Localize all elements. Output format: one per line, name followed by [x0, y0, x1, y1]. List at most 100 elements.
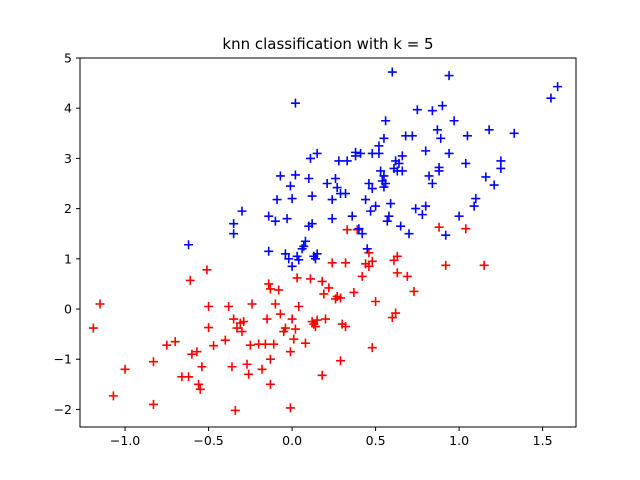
data-point-red — [270, 299, 280, 309]
data-point-red — [392, 251, 402, 261]
data-point-blue — [553, 82, 563, 92]
data-point-red — [148, 399, 158, 409]
data-point-red — [441, 260, 451, 270]
data-point-blue — [310, 254, 320, 264]
data-point-blue — [421, 201, 431, 211]
y-tick-label: −2 — [54, 402, 72, 417]
data-point-blue — [287, 261, 297, 271]
data-point-red — [224, 302, 234, 312]
y-tick-label: 0 — [64, 302, 72, 317]
x-tick-label: 1.0 — [449, 433, 469, 448]
data-point-red — [170, 337, 180, 347]
data-point-red — [274, 285, 284, 295]
data-point-blue — [327, 214, 337, 224]
data-point-red — [290, 324, 300, 334]
data-point-red — [367, 256, 377, 266]
data-point-red — [88, 323, 98, 333]
data-point-blue — [341, 189, 351, 199]
data-point-blue — [272, 195, 282, 205]
data-point-blue — [312, 148, 322, 158]
data-point-red — [269, 339, 279, 349]
data-point-blue — [229, 229, 239, 239]
data-point-blue — [444, 148, 454, 158]
data-point-blue — [454, 211, 464, 221]
data-point-blue — [374, 141, 384, 151]
data-point-blue — [275, 171, 285, 181]
data-point-red — [324, 283, 334, 293]
data-point-red — [229, 314, 239, 324]
data-point-blue — [307, 219, 317, 229]
data-point-blue — [312, 249, 322, 259]
data-point-blue — [411, 204, 421, 214]
data-point-blue — [305, 153, 315, 163]
data-point-blue — [327, 195, 337, 205]
data-point-red — [289, 334, 299, 344]
data-point-red — [280, 323, 290, 333]
data-point-blue — [334, 156, 344, 166]
data-point-red — [357, 271, 367, 281]
data-point-red — [327, 258, 337, 268]
data-point-red — [402, 271, 412, 281]
data-point-blue — [546, 93, 556, 103]
data-point-blue — [284, 254, 294, 264]
y-tick-label: 2 — [64, 201, 72, 216]
data-point-blue — [436, 133, 446, 143]
data-point-red — [275, 309, 285, 319]
data-point-blue — [374, 148, 384, 158]
data-point-blue — [434, 162, 444, 172]
data-point-red — [409, 286, 419, 296]
data-point-blue — [509, 128, 519, 138]
data-point-red — [319, 289, 329, 299]
data-point-blue — [331, 173, 341, 183]
data-point-red — [232, 323, 242, 333]
data-point-blue — [471, 194, 481, 204]
data-point-blue — [285, 181, 295, 191]
data-point-red — [237, 327, 247, 337]
data-point-blue — [322, 179, 332, 189]
data-point-red — [336, 356, 346, 366]
data-point-red — [317, 370, 327, 380]
data-point-blue — [417, 210, 427, 220]
data-point-blue — [382, 216, 392, 226]
data-point-red — [371, 296, 381, 306]
data-point-blue — [351, 151, 361, 161]
data-point-red — [391, 308, 401, 318]
data-point-red — [387, 313, 397, 323]
data-point-blue — [496, 156, 506, 166]
data-point-red — [300, 338, 310, 348]
data-point-red — [247, 299, 257, 309]
data-point-red — [230, 405, 240, 415]
data-point-blue — [387, 67, 397, 77]
y-tick-label: 5 — [64, 51, 72, 66]
data-point-blue — [449, 116, 459, 126]
data-point-red — [341, 258, 351, 268]
data-point-blue — [229, 219, 239, 229]
data-point-blue — [407, 131, 417, 141]
data-point-blue — [412, 105, 422, 115]
data-point-red — [202, 265, 212, 275]
data-point-red — [320, 314, 330, 324]
data-point-red — [479, 260, 489, 270]
data-point-blue — [394, 158, 404, 168]
y-tick-label: 4 — [64, 101, 72, 116]
data-point-blue — [290, 98, 300, 108]
data-point-red — [461, 224, 471, 234]
data-point-blue — [300, 236, 310, 246]
data-point-red — [285, 403, 295, 413]
data-point-red — [194, 379, 204, 389]
data-point-red — [185, 275, 195, 285]
data-point-red — [242, 359, 252, 369]
data-point-red — [95, 299, 105, 309]
data-point-blue — [397, 151, 407, 161]
data-point-blue — [396, 221, 406, 231]
data-point-red — [349, 287, 359, 297]
data-point-red — [265, 379, 275, 389]
data-point-blue — [294, 255, 304, 265]
data-point-red — [244, 369, 254, 379]
data-point-blue — [332, 183, 342, 193]
data-point-red — [294, 302, 304, 312]
x-tick-label: 1.5 — [533, 433, 553, 448]
data-point-blue — [397, 166, 407, 176]
